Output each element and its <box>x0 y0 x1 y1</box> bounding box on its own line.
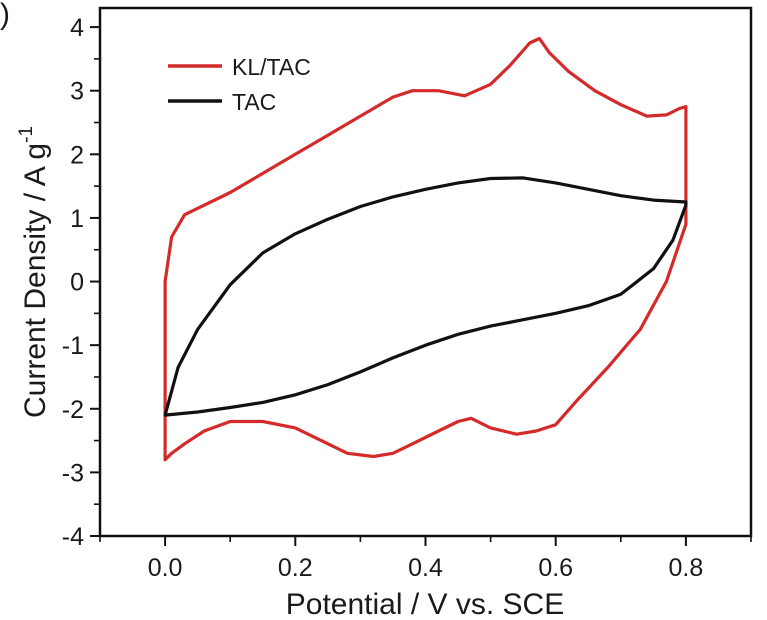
y-tick-label: 4 <box>70 14 84 42</box>
y-tick-label: -3 <box>62 459 84 487</box>
series-line-tac <box>163 176 688 417</box>
y-tick-label: 2 <box>70 141 84 169</box>
tick-layer: 0.0 0.2 0.4 0.6 0.8 -4 -3 -2 -1 0 1 2 3 4 <box>62 14 752 582</box>
x-tick-label: 0.4 <box>408 554 443 582</box>
y-axis-label-main: Current Density / A g <box>19 143 52 418</box>
plot-frame <box>98 6 753 538</box>
y-tick-label: -4 <box>62 523 84 551</box>
y-tick-label: 3 <box>70 78 84 106</box>
y-tick-label: -2 <box>62 396 84 424</box>
series-layer <box>163 36 688 462</box>
legend-label-kl-tac: KL/TAC <box>232 54 311 80</box>
y-tick-label: -1 <box>62 332 84 360</box>
y-axis-label-superscript: -1 <box>16 126 37 143</box>
x-tick-label: 0.6 <box>538 554 573 582</box>
legend: KL/TAC TAC <box>168 54 311 115</box>
series-line-kl-tac <box>163 36 688 462</box>
x-axis-label: Potential / V vs. SCE <box>286 588 564 620</box>
x-tick-label: 0.8 <box>669 554 704 582</box>
y-tick-label: 1 <box>70 205 84 233</box>
y-axis-label-group: Current Density / A g-1 <box>16 126 52 418</box>
x-tick-label: 0.2 <box>278 554 313 582</box>
panel-label: ) <box>0 0 10 31</box>
y-axis-label: Current Density / A g-1 <box>16 126 52 418</box>
x-tick-label: 0.0 <box>148 554 183 582</box>
legend-label-tac: TAC <box>232 89 276 115</box>
y-tick-label: 0 <box>70 269 84 297</box>
